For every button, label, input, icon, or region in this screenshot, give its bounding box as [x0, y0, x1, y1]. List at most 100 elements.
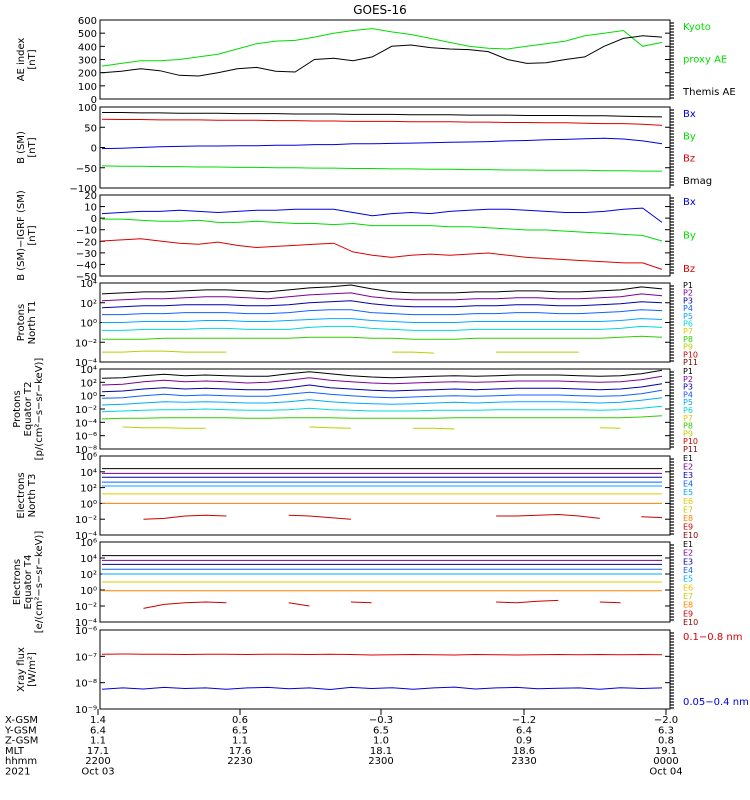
series-line	[102, 318, 663, 323]
x-row-value: 18.1	[370, 746, 392, 757]
y-axis-label: AE index[nT]	[16, 38, 38, 82]
x-row-value: 0.6	[232, 715, 248, 726]
legend-entry: proxy AE	[683, 55, 727, 66]
series-line	[101, 284, 663, 295]
x-row-value: 1.1	[232, 736, 248, 747]
y-tick-label: 10⁻⁶	[75, 432, 97, 443]
y-tick-label: 10⁻⁴	[75, 531, 97, 542]
y-axis-label: ElectronsEquator T4[e/(cm²−s−sr−keV)]	[12, 531, 45, 634]
y-tick-label: 10⁻²	[75, 338, 97, 349]
panel-frame	[99, 19, 671, 100]
y-tick-label: −40	[76, 260, 97, 271]
y-axis-label-line: Electrons	[12, 559, 23, 605]
series-line	[101, 405, 663, 413]
y-axis-label-line: [nT]	[27, 137, 38, 157]
legend-entry: P8	[683, 422, 693, 431]
y-tick-label: 200	[78, 69, 97, 80]
x-row-value: 6.4	[90, 725, 106, 736]
series-line	[101, 292, 663, 302]
x-row-label: X-GSM	[5, 715, 38, 726]
legend-entry: P3	[683, 296, 693, 305]
legend-entry: E8	[683, 514, 693, 523]
legend-entry: E3	[683, 557, 693, 566]
x-axis-annotation-table: X-GSM 1.4 0.6 −0.3 −1.2 −2.0 Y-GSM 6.4 6.5 6.5 6.4…	[4, 709, 683, 778]
y-tick-label: 10²	[80, 299, 97, 310]
legend-entry: By	[683, 131, 696, 142]
legend-entry: P7	[683, 414, 693, 423]
y-axis-label: Xray flux[W/m²]	[16, 647, 38, 692]
y-tick-label: −30	[76, 249, 97, 260]
y-tick-label: 10⁰	[80, 499, 97, 510]
x-row-value: 17.6	[229, 746, 251, 757]
legend-entry: E6	[683, 497, 693, 506]
panel-bsm: 100 50 0 −50 −100 B (SM)[nT] Bx By Bz Bmag	[16, 103, 712, 195]
y-tick-label: 0	[91, 95, 97, 106]
y-axis-label-line: AE index	[16, 38, 27, 82]
x-row-label: Z-GSM	[5, 736, 38, 747]
y-axis-label-line: B (SM)	[16, 131, 27, 164]
x-row-label: Y-GSM	[4, 725, 37, 736]
x-row-value: −1.2	[512, 715, 536, 726]
legend-entry: E5	[683, 488, 693, 497]
x-row-value: Oct 04	[649, 767, 682, 778]
y-tick-label: 10⁴	[80, 365, 97, 376]
y-axis-label-line: B (SM)−IGRF (SM)	[16, 190, 27, 281]
x-row-value: 1.1	[90, 736, 106, 747]
y-axis-label-line: Equator T4	[23, 555, 34, 610]
legend-entry: 0.1−0.8 nm	[683, 632, 742, 643]
legend-entry: P5	[683, 398, 693, 407]
y-tick-label: 600	[78, 16, 97, 27]
y-tick-label: 10⁻²	[75, 515, 97, 526]
legend-entry: P4	[683, 390, 693, 399]
x-row-value: 17.1	[87, 746, 109, 757]
y-tick-label: 20	[84, 191, 97, 202]
legend-entry: E9	[683, 609, 693, 618]
x-row-value: 1.0	[373, 736, 389, 747]
panel-ee: 10⁶ 10⁴ 10² 10⁰ 10⁻² 10⁻⁴ ElectronsEquator T4[…	[12, 531, 698, 634]
y-tick-label: −50	[76, 272, 97, 283]
legend-entry: Bz	[683, 264, 695, 275]
legend-entry: P1	[683, 281, 693, 290]
legend-entry: E9	[683, 522, 693, 531]
series-line	[101, 686, 663, 691]
y-axis-label-line: [e/(cm²−s−sr−keV)]	[34, 531, 45, 634]
legend-entry: P11	[683, 358, 698, 367]
y-tick-label: 10⁰	[80, 392, 97, 403]
y-axis-label: ProtonsNorth T1	[16, 301, 38, 345]
panel-pn: 10⁴ 10² 10⁰ 10⁻² 10⁻⁴ ProtonsNorth T1 P1P2P3P4…	[16, 279, 698, 369]
series-line	[101, 415, 663, 420]
y-tick-label: 10⁶	[80, 538, 97, 549]
legend-entry: Bz	[683, 154, 695, 165]
panel-pe: 10⁴ 10² 10⁰ 10⁻² 10⁻⁴ 10⁻⁶ 10⁻⁸ ProtonsEquator …	[12, 358, 698, 461]
legend-entry: E2	[683, 549, 693, 558]
legend-entry: E10	[683, 531, 698, 540]
y-tick-label: 10⁴	[80, 554, 97, 565]
series-line	[101, 300, 663, 309]
y-axis-label-line: Protons	[12, 390, 23, 427]
series-line	[101, 165, 662, 172]
y-tick-label: 50	[84, 123, 97, 134]
legend-entry: E1	[683, 540, 693, 549]
y-tick-label: 0	[91, 144, 97, 155]
x-row-label: hhmm	[5, 756, 37, 767]
x-row-label: MLT	[5, 746, 25, 757]
legend-entry: E5	[683, 575, 693, 584]
legend-entry: By	[683, 231, 696, 242]
y-axis-label-line: North T1	[27, 301, 38, 345]
legend-entry: P8	[683, 335, 693, 344]
y-tick-label: 100	[78, 82, 97, 93]
y-axis-label-line: Protons	[16, 304, 27, 341]
panel-frame	[99, 455, 671, 536]
x-row-value: 2300	[368, 756, 393, 767]
panel-frame	[99, 368, 671, 450]
y-tick-label: 0	[91, 214, 97, 225]
y-tick-label: 10⁻⁸	[75, 445, 97, 456]
series-line	[102, 112, 663, 118]
series-line	[101, 35, 663, 77]
legend-entry: P3	[683, 383, 693, 392]
y-axis-label-line: Electrons	[16, 472, 27, 518]
legend-entry: E7	[683, 592, 693, 601]
panel-ae: 600 500 400 300 200 100 0 AE index[nT] Kyoto prox…	[16, 16, 736, 106]
